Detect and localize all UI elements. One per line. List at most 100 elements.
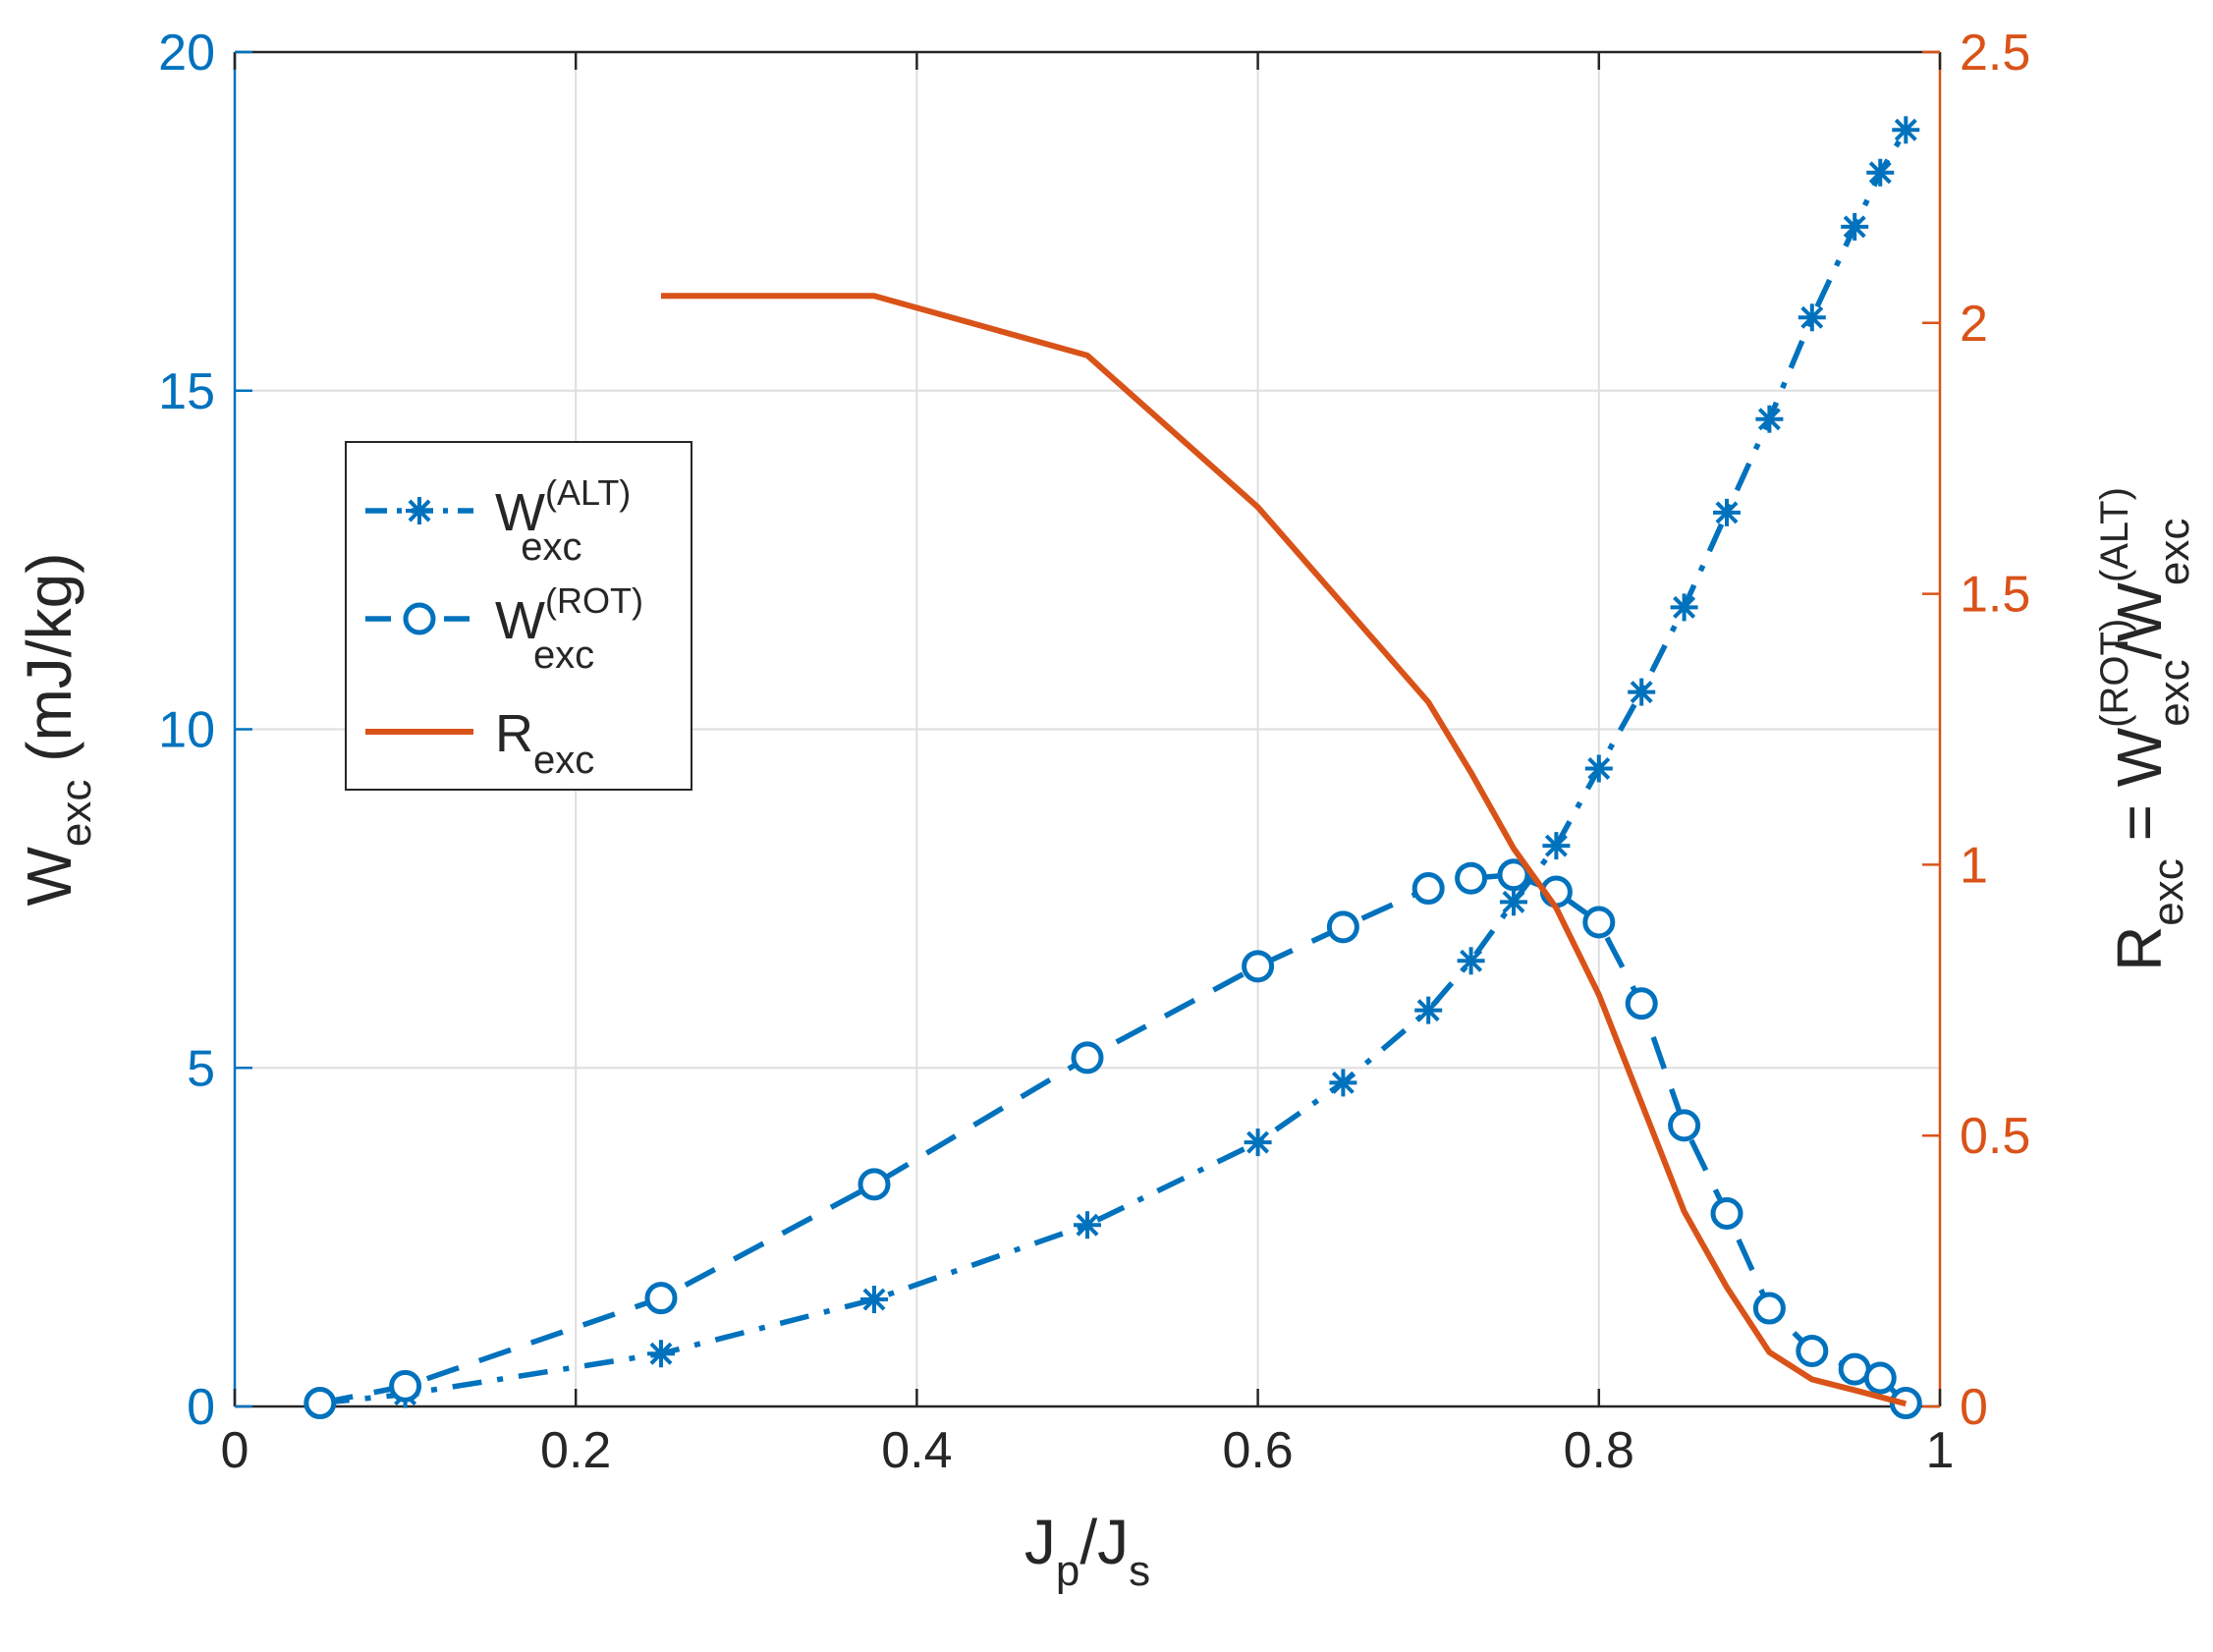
asterisk-stroke [1331,1071,1355,1094]
legend-label-sub: exc [533,739,594,782]
series-2 [661,293,1908,1407]
data-point [1628,678,1656,706]
legend-label: Rexc [495,704,594,782]
y-right-tick-label: 1.5 [1960,567,2030,624]
legend-label: W(ROT) exc [495,580,643,677]
y-right-label-sup2: (ROT) [2093,619,2136,728]
asterisk-stroke [1460,949,1483,972]
data-point [1497,858,1530,892]
series-0 [305,116,1920,1417]
x-tick-label: 0.2 [540,1422,611,1479]
y-left-tick-label: 0 [187,1379,215,1436]
y-right-axis-label: Rexc = W(ROT) exc/W(ALT) exc [2093,487,2198,971]
y-right-label-group: Rexc = W(ROT) exc/W(ALT) exc [2093,487,2198,971]
legend-label-sup: (ALT) [545,472,631,513]
asterisk-stroke [1673,595,1696,619]
asterisk-stroke [1715,501,1739,524]
data-point [1411,872,1445,906]
series-1 [304,858,1922,1420]
data-point [1670,593,1698,622]
asterisk-stroke [1076,1213,1099,1237]
x-label-sub2: s [1129,1547,1150,1595]
data-point [1892,116,1920,144]
asterisk-stroke [1544,834,1568,857]
asterisk-stroke [408,499,431,523]
asterisk-stroke [1587,756,1611,780]
data-point [1326,910,1359,944]
x-tick-label: 0.4 [881,1422,952,1479]
y-left-label-unit: (mJ/kg) [14,553,84,780]
data-point [1755,405,1784,433]
y-left-label-group: Wexc (mJ/kg) [14,553,100,907]
legend-label: W(ALT) exc [495,472,631,569]
data-point [1668,1109,1701,1142]
data-point [860,1286,888,1314]
data-point [644,1282,678,1315]
x-tick-label: 1 [1926,1422,1955,1479]
y-left-tick-label: 15 [158,363,215,420]
y-left-tick-label: 10 [158,702,215,759]
legend-marker [406,497,433,524]
data-point [1074,1211,1101,1239]
x-tick-label: 0.6 [1222,1422,1293,1479]
x-tick-label: 0.8 [1564,1422,1634,1479]
plot-area: 0 0.2 0.4 0.6 0.8 10510152000.511.522.5Jp/JsW… [14,25,2198,1595]
data-point [647,1340,675,1368]
data-point [1713,498,1741,526]
asterisk-stroke [649,1342,673,1365]
asterisk-stroke [1502,890,1525,913]
data-point [1457,947,1485,975]
y-left-label-sub: exc [52,780,100,847]
data-point [1244,1129,1272,1157]
data-point [304,1387,337,1420]
data-point [389,1369,422,1403]
data-point [1863,1361,1897,1395]
y-right-label-main: R [2104,926,2175,971]
legend-label-sup: (ROT) [545,580,643,621]
y-right-tick-label: 0 [1960,1379,1988,1436]
y-right-label-sub2: exc [2150,659,2198,726]
asterisk-stroke [1246,1130,1270,1154]
series-line [661,293,1908,1407]
legend-item: Rexc [365,704,594,782]
data-point [1625,987,1658,1020]
asterisk-stroke [1800,305,1824,329]
y-left-axis-label: Wexc (mJ/kg) [14,553,100,907]
legend-marker [403,602,436,635]
data-point [1584,754,1613,783]
series-line [319,128,1909,1406]
x-label-mid: /J [1079,1507,1129,1577]
y-right-label-sup3: (ALT) [2093,487,2136,582]
data-point [1071,1041,1104,1074]
x-label-main: J [1024,1507,1056,1577]
y-right-tick-label: 0.5 [1960,1108,2030,1165]
y-left-tick-label: 20 [158,25,215,82]
asterisk-stroke [1868,161,1892,185]
data-point [1710,1196,1743,1230]
x-label-sub: p [1056,1547,1079,1595]
legend-label-sub: exc [533,633,594,677]
data-point [1798,303,1826,332]
legend-label-sub: exc [521,525,581,569]
y-left-label-main: W [14,846,84,906]
asterisk-stroke [862,1288,886,1311]
data-point [1500,888,1527,916]
y-right-tick-label: 2.5 [1960,25,2030,82]
asterisk-stroke [1843,215,1866,239]
data-point [1796,1334,1829,1367]
asterisk-stroke [1416,999,1440,1022]
y-right-label-div: /W [2104,582,2175,660]
y-left-tick-label: 5 [187,1040,215,1097]
x-axis-label: Jp/Js [1024,1507,1150,1595]
asterisk-stroke [1894,118,1917,141]
data-point [1582,906,1616,939]
data-point [1866,158,1895,187]
y-right-label-sub3: exc [2150,519,2198,585]
data-point [1242,950,1275,983]
y-right-label-eq: = W [2104,727,2175,858]
asterisk-stroke [1757,408,1781,431]
legend-label-main: W [495,591,545,650]
data-point [1542,832,1571,860]
